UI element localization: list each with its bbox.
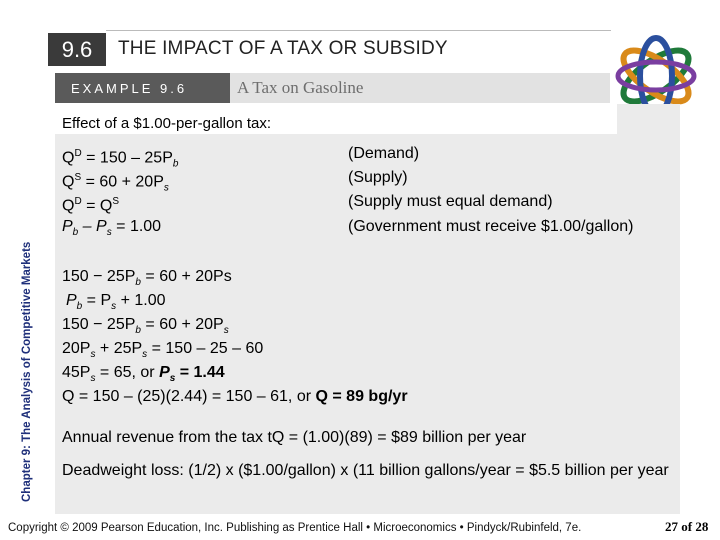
copyright-footer: Copyright © 2009 Pearson Education, Inc.… [8, 522, 582, 534]
revenue-text: Annual revenue from the tax tQ = (1.00)(… [62, 429, 527, 446]
equation-equilibrium: QD = QS [62, 196, 120, 215]
intro-text: Effect of a $1.00-per-gallon tax: [62, 115, 272, 132]
step-1: 150 − 25Pb = 60 + 20Ps [62, 268, 232, 289]
example-label: EXAMPLE 9.6 [55, 73, 230, 103]
section-number: 9.6 [48, 33, 106, 66]
title-rule [106, 30, 611, 31]
example-title: A Tax on Gasoline [237, 78, 364, 97]
slide-title: THE IMPACT OF A TAX OR SUBSIDY [118, 38, 448, 59]
step-6: Q = 150 – (25)(2.44) = 150 – 61, or Q = … [62, 388, 408, 405]
step-5: 45Ps = 65, or Ps = 1.44 [62, 364, 225, 385]
note-demand: (Demand) [348, 145, 420, 162]
step-3: 150 − 25Pb = 60 + 20Ps [62, 316, 229, 337]
note-government: (Government must receive $1.00/gallon) [348, 218, 634, 235]
page-number: 27 of 28 [665, 519, 709, 534]
deadweight-text: Deadweight loss: (1/2) x ($1.00/gallon) … [62, 462, 669, 479]
equation-demand: QD = 150 – 25Pb [62, 148, 179, 170]
equation-supply: QS = 60 + 20Ps [62, 172, 169, 194]
step-4: 20Ps + 25Ps = 150 – 25 – 60 [62, 340, 264, 361]
content-panel: Effect of a $1.00-per-gallon tax: QD = 1… [55, 104, 680, 514]
equation-tax-wedge: Pb – Ps = 1.00 [62, 218, 162, 239]
intro-band [55, 104, 617, 134]
note-supply: (Supply) [348, 169, 408, 186]
note-equilibrium: (Supply must equal demand) [348, 193, 553, 210]
chapter-side-label: Chapter 9: The Analysis of Competitive M… [21, 241, 33, 502]
example-banner: EXAMPLE 9.6 A Tax on Gasoline [55, 73, 610, 103]
step-2: Pb = Ps + 1.00 [66, 292, 166, 313]
